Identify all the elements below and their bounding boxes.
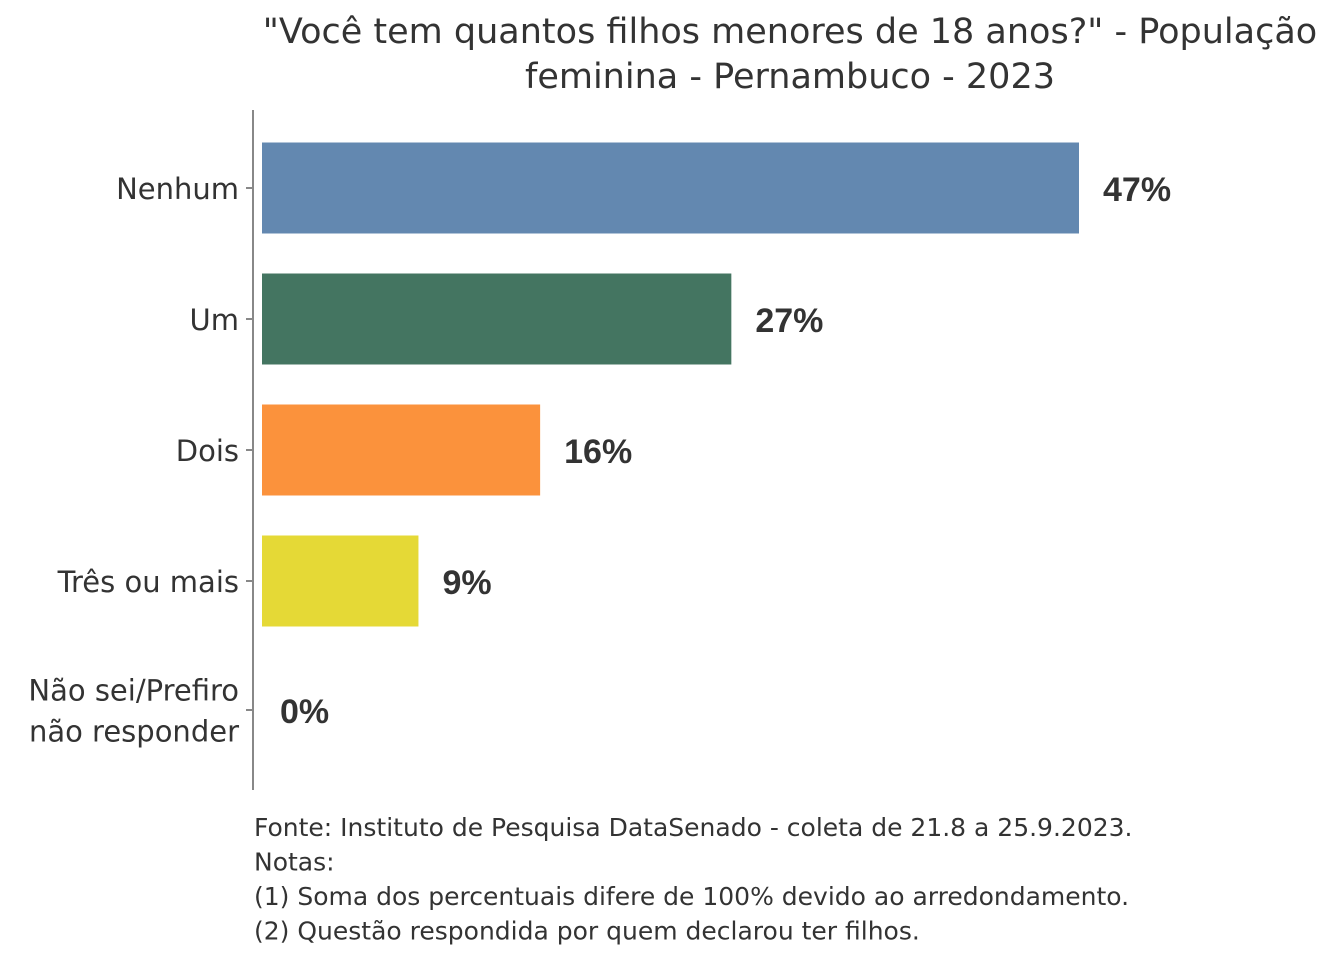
category-label: Não sei/Prefiro — [28, 674, 239, 708]
chart-title-line-2: feminina - Pernambuco - 2023 — [525, 57, 1055, 97]
category-label: Dois — [176, 434, 239, 468]
bar — [262, 273, 732, 365]
data-label: 9% — [442, 564, 491, 602]
footnote: (2) Questão respondida por quem declarou… — [254, 917, 920, 946]
bar — [262, 535, 419, 627]
category-label: não responder — [29, 715, 239, 749]
bar — [262, 404, 541, 496]
chart-title-line-1: "Você tem quantos filhos menores de 18 a… — [263, 12, 1317, 52]
bar — [262, 142, 1079, 234]
data-label: 27% — [755, 302, 823, 340]
data-label: 47% — [1103, 171, 1171, 209]
footnote: Notas: — [254, 848, 335, 877]
data-label: 16% — [564, 433, 632, 471]
category-label: Nenhum — [116, 172, 239, 206]
category-label: Um — [190, 303, 239, 337]
data-label: 0% — [280, 693, 329, 731]
category-label: Três ou mais — [57, 565, 239, 599]
source-note: Fonte: Instituto de Pesquisa DataSenado … — [254, 813, 1132, 842]
footnote: (1) Soma dos percentuais difere de 100% … — [254, 882, 1129, 911]
